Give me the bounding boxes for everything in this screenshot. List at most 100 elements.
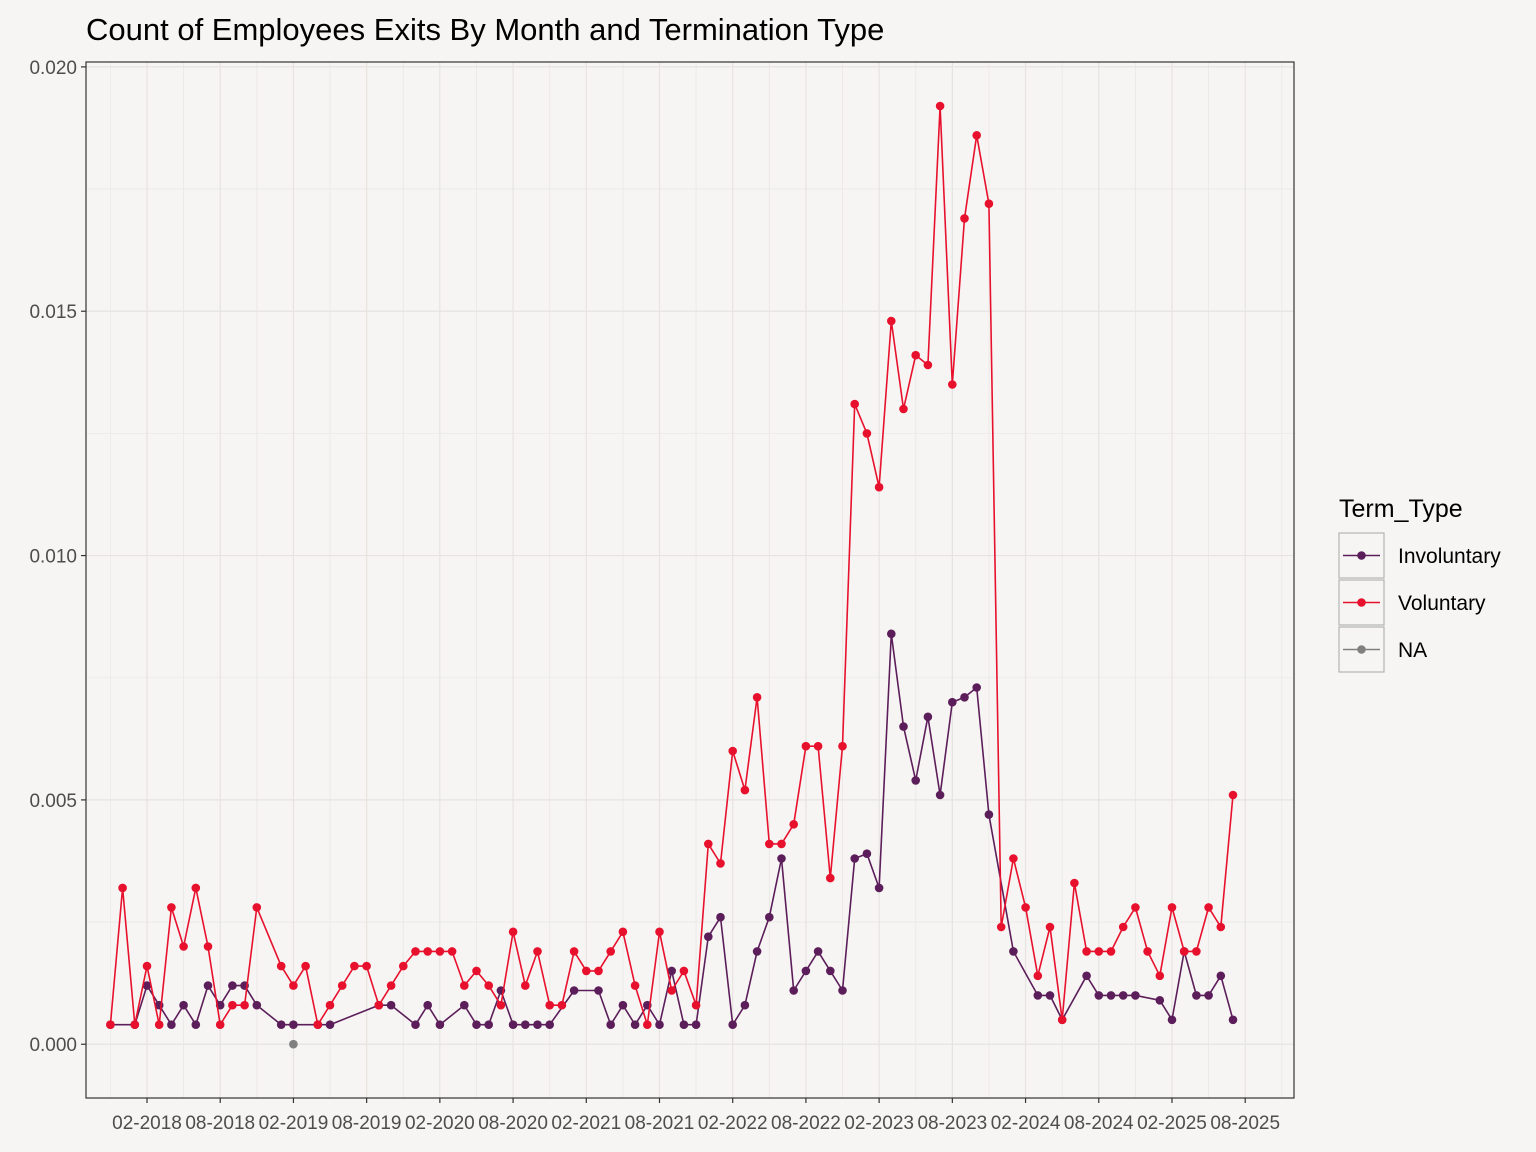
data-point-voluntary xyxy=(252,903,262,912)
data-point-involuntary xyxy=(826,966,835,976)
x-tick-label: 02-2024 xyxy=(991,1113,1061,1134)
data-point-voluntary xyxy=(386,981,396,990)
data-point-voluntary xyxy=(972,131,981,140)
data-point-involuntary xyxy=(874,883,884,893)
data-point-voluntary xyxy=(1118,922,1128,932)
data-point-involuntary xyxy=(935,790,945,800)
y-tick-label: 0.010 xyxy=(29,547,77,568)
plot-background xyxy=(86,62,1294,1098)
data-point-voluntary xyxy=(1045,922,1055,932)
legend-items: Involuntary Voluntary NA xyxy=(1338,532,1501,673)
data-point-involuntary xyxy=(923,712,933,722)
data-point-involuntary xyxy=(789,986,798,995)
data-point-voluntary xyxy=(838,741,847,751)
data-point-involuntary xyxy=(203,981,213,990)
data-point-voluntary xyxy=(777,839,786,849)
x-tick-label: 08-2019 xyxy=(332,1113,402,1134)
data-point-involuntary xyxy=(1204,991,1213,1000)
data-point-voluntary xyxy=(191,883,201,893)
legend-title: Term_Type xyxy=(1339,495,1463,523)
data-point-involuntary xyxy=(838,986,847,995)
data-point-voluntary xyxy=(960,214,969,223)
data-point-voluntary xyxy=(582,966,591,976)
data-point-voluntary xyxy=(142,961,152,971)
data-point-voluntary xyxy=(716,859,725,868)
data-point-voluntary xyxy=(130,1020,140,1029)
data-point-voluntary xyxy=(179,942,188,951)
data-point-voluntary xyxy=(1009,854,1018,863)
data-point-involuntary xyxy=(984,810,994,819)
data-point-voluntary xyxy=(1192,947,1201,956)
data-point-involuntary xyxy=(252,1000,262,1010)
data-point-voluntary xyxy=(862,429,872,438)
legend: Term_Type Involuntary Voluntary NA xyxy=(1338,495,1501,673)
data-point-involuntary xyxy=(411,1020,420,1029)
data-point-voluntary xyxy=(704,839,713,849)
data-point-involuntary xyxy=(972,683,981,692)
series-layer xyxy=(106,101,1238,1049)
data-point-involuntary xyxy=(1106,991,1116,1000)
data-point-involuntary xyxy=(1118,991,1128,1000)
data-point-involuntary xyxy=(887,629,896,639)
data-point-involuntary xyxy=(777,854,786,863)
x-axis: 02-2018 08-2018 02-2019 08-2019 02-2020 08-20… xyxy=(112,1098,1280,1134)
data-point-involuntary xyxy=(142,981,152,990)
data-point-voluntary xyxy=(874,482,884,492)
data-point-voluntary xyxy=(508,927,518,937)
x-tick-label: 08-2021 xyxy=(625,1113,695,1134)
data-point-voluntary xyxy=(667,986,676,995)
data-point-involuntary xyxy=(948,697,957,707)
data-point-involuntary xyxy=(167,1020,176,1029)
data-point-involuntary xyxy=(1094,991,1104,1000)
data-point-na xyxy=(289,1039,298,1049)
x-tick-label: 02-2018 xyxy=(112,1113,182,1134)
data-point-involuntary xyxy=(276,1020,286,1029)
data-point-voluntary xyxy=(1033,971,1043,981)
data-point-involuntary xyxy=(850,854,859,863)
legend-key-point xyxy=(1357,645,1366,654)
data-point-involuntary xyxy=(435,1020,445,1029)
data-point-voluntary xyxy=(521,981,530,990)
legend-label: Involuntary xyxy=(1398,545,1501,568)
x-tick-label: 02-2025 xyxy=(1137,1113,1207,1134)
data-point-involuntary xyxy=(1082,971,1091,981)
data-point-involuntary xyxy=(1045,991,1055,1000)
x-tick-label: 08-2024 xyxy=(1064,1113,1134,1134)
data-point-voluntary xyxy=(1131,903,1140,912)
data-point-voluntary xyxy=(765,839,774,849)
data-point-voluntary xyxy=(923,360,933,370)
data-point-voluntary xyxy=(850,399,859,409)
series-na xyxy=(289,1039,298,1049)
data-point-voluntary xyxy=(545,1000,554,1010)
data-point-voluntary xyxy=(679,966,689,976)
x-tick-label: 08-2022 xyxy=(771,1113,841,1134)
data-point-voluntary xyxy=(1228,790,1238,800)
data-point-involuntary xyxy=(911,776,920,785)
data-point-involuntary xyxy=(862,849,872,858)
data-point-voluntary xyxy=(325,1000,335,1010)
data-point-voluntary xyxy=(1204,903,1213,912)
data-point-voluntary xyxy=(813,741,823,751)
y-tick-label: 0.000 xyxy=(29,1035,77,1056)
x-tick-label: 02-2021 xyxy=(551,1113,621,1134)
data-point-involuntary xyxy=(1131,991,1140,1000)
data-point-involuntary xyxy=(191,1020,201,1029)
data-point-involuntary xyxy=(1167,1015,1177,1025)
data-point-voluntary xyxy=(337,981,347,990)
legend-key-point xyxy=(1357,598,1366,607)
data-point-involuntary xyxy=(533,1020,542,1029)
data-point-voluntary xyxy=(472,966,481,976)
data-point-involuntary xyxy=(630,1020,640,1029)
data-point-voluntary xyxy=(203,942,213,951)
data-point-voluntary xyxy=(1082,947,1091,956)
data-point-voluntary xyxy=(167,903,176,912)
data-point-voluntary xyxy=(411,947,420,956)
legend-key-point xyxy=(1357,551,1366,560)
data-point-voluntary xyxy=(1021,903,1030,912)
data-point-voluntary xyxy=(399,961,408,971)
data-point-involuntary xyxy=(1155,996,1165,1005)
y-tick-label: 0.005 xyxy=(29,791,77,812)
data-point-involuntary xyxy=(1009,947,1018,956)
x-tick-label: 08-2018 xyxy=(185,1113,255,1134)
data-point-voluntary xyxy=(643,1020,652,1029)
